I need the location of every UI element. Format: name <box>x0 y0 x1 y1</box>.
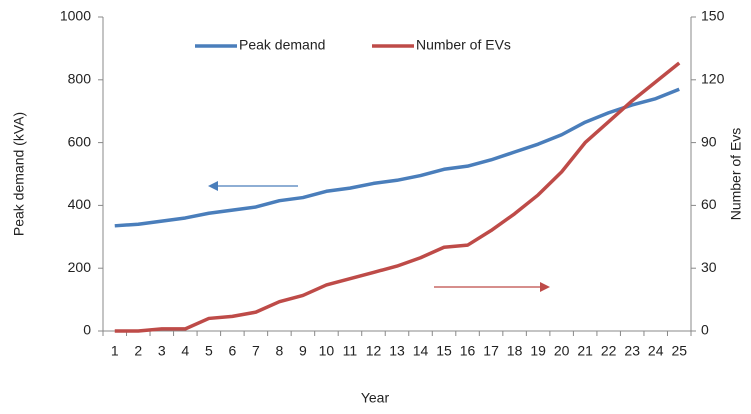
series-line <box>114 61 681 333</box>
x-tick-label: 7 <box>252 343 260 359</box>
x-tick-label: 8 <box>276 343 284 359</box>
x-tick-label: 25 <box>671 343 687 359</box>
y-axis-title: Peak demand (kVA) <box>11 112 27 236</box>
x-tick-label: 11 <box>343 343 358 359</box>
y2-tick-label: 90 <box>701 133 717 149</box>
x-tick-label: 24 <box>648 343 664 359</box>
x-tick-label: 12 <box>366 343 382 359</box>
x-tick-label: 21 <box>577 343 593 359</box>
x-tick-label: 14 <box>413 343 429 359</box>
y-tick-label: 600 <box>68 133 92 149</box>
left-arrow <box>208 181 298 191</box>
legend-label: Peak demand <box>239 37 325 53</box>
legend-label: Number of EVs <box>416 37 511 53</box>
y2-tick-label: 150 <box>701 8 725 24</box>
x-tick-label: 2 <box>134 343 142 359</box>
y-tick-label: 400 <box>68 196 92 212</box>
y-tick-label: 800 <box>68 71 92 87</box>
x-tick-label: 9 <box>299 343 307 359</box>
x-tick-label: 4 <box>181 343 189 359</box>
x-axis-title: Year <box>361 390 390 406</box>
x-tick-label: 18 <box>507 343 523 359</box>
x-tick-label: 6 <box>228 343 236 359</box>
x-tick-label: 19 <box>530 343 546 359</box>
x-tick-label: 16 <box>460 343 476 359</box>
x-tick-label: 15 <box>436 343 452 359</box>
y-tick-label: 0 <box>83 322 91 338</box>
y2-axis-title: Number of Evs <box>728 128 744 221</box>
series-line <box>114 87 680 228</box>
x-tick-label: 17 <box>483 343 499 359</box>
x-tick-label: 23 <box>624 343 640 359</box>
y2-tick-label: 120 <box>701 71 725 87</box>
y2-tick-label: 30 <box>701 259 717 275</box>
right-arrow <box>434 282 550 292</box>
y2-tick-label: 0 <box>701 322 709 338</box>
x-tick-label: 10 <box>319 343 335 359</box>
x-tick-label: 1 <box>111 343 119 359</box>
x-tick-label: 3 <box>158 343 166 359</box>
y-tick-label: 200 <box>68 259 92 275</box>
y-tick-label: 1000 <box>60 8 91 24</box>
x-tick-label: 20 <box>554 343 570 359</box>
y2-tick-label: 60 <box>701 196 717 212</box>
x-tick-label: 5 <box>205 343 213 359</box>
x-tick-label: 13 <box>389 343 405 359</box>
x-tick-label: 22 <box>601 343 617 359</box>
